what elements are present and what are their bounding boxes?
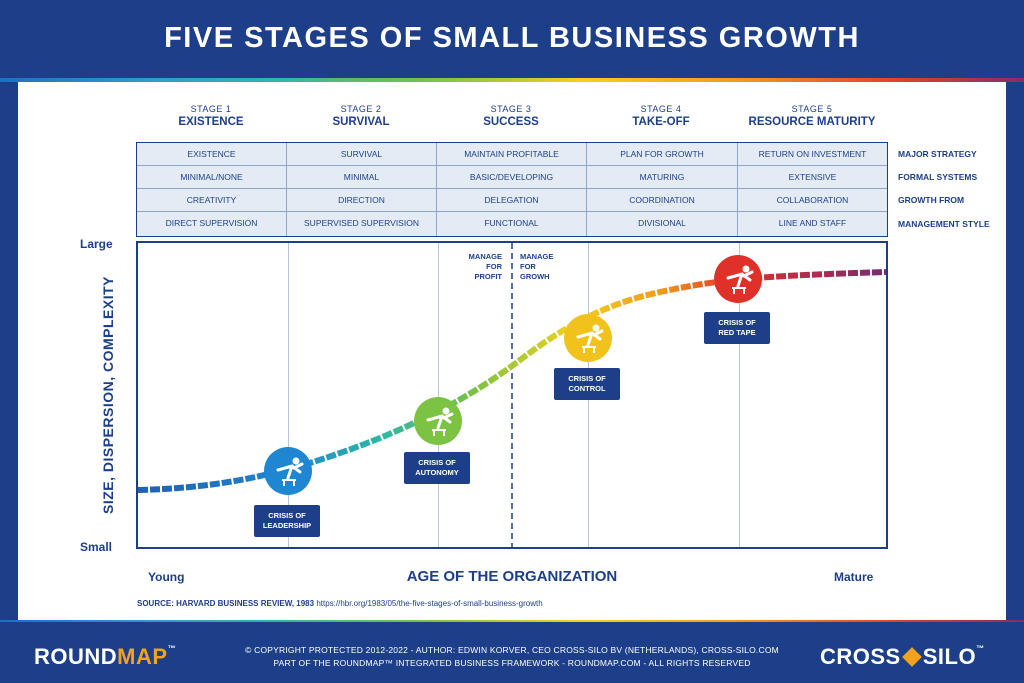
table-cell: FUNCTIONAL <box>437 212 587 236</box>
crisis-control-label: CRISIS OF CONTROL <box>554 368 620 400</box>
trademark-mark: ™ <box>167 644 177 653</box>
stage-number: STAGE 5 <box>791 104 833 114</box>
table-cell: SUPERVISED SUPERVISION <box>287 212 437 236</box>
stage-header-2: STAGE 2 SURVIVAL <box>286 104 436 128</box>
table-cell: SURVIVAL <box>287 143 437 166</box>
table-cell: MAINTAIN PROFITABLE <box>437 143 587 166</box>
table-cell: DIVISIONAL <box>587 212 738 236</box>
crisis-red-tape-label: CRISIS OF RED TAPE <box>704 312 770 344</box>
table-cell: PLAN FOR GROWTH <box>587 143 738 166</box>
crisis-line: CRISIS OF <box>268 511 306 520</box>
page-title: FIVE STAGES OF SMALL BUSINESS GROWTH <box>164 22 860 54</box>
crisis-red-tape-icon <box>714 255 762 303</box>
table-cell: DELEGATION <box>437 189 587 212</box>
crisis-line: LEADERSHIP <box>262 521 312 530</box>
stage-name: SURVIVAL <box>332 116 390 128</box>
manage-line: PROFIT <box>474 272 503 281</box>
stage-divider <box>288 243 289 547</box>
manage-line: FOR <box>520 262 536 271</box>
rainbow-divider <box>0 78 1024 82</box>
table-cell: DIRECT SUPERVISION <box>137 212 287 236</box>
cross-silo-logo: CROSS SILO™ <box>820 644 985 670</box>
x-axis-right-label: Mature <box>834 570 874 584</box>
stage-name: SUCCESS <box>483 116 539 128</box>
crisis-autonomy-icon <box>414 397 462 445</box>
stage-divider <box>438 243 439 547</box>
table-cell: DIRECTION <box>287 189 437 212</box>
stage-header-4: STAGE 4 TAKE-OFF <box>586 104 736 128</box>
stage-number: STAGE 1 <box>190 104 232 114</box>
logo-text-map: MAP <box>117 644 168 669</box>
diamond-icon <box>901 647 922 668</box>
table-cell: BASIC/DEVELOPING <box>437 166 587 189</box>
table-cell: LINE AND STAFF <box>738 212 887 236</box>
table-cell: EXTENSIVE <box>738 166 887 189</box>
copyright-line-2: PART OF THE ROUNDMAP™ INTEGRATED BUSINES… <box>273 658 751 668</box>
logo-text-silo: SILO <box>922 644 977 669</box>
trademark-mark: ™ <box>976 644 985 653</box>
table-cell: MATURING <box>587 166 738 189</box>
manage-line: MANAGE <box>468 252 502 261</box>
copyright-line-1: © COPYRIGHT PROTECTED 2012-2022 - AUTHOR… <box>245 645 779 655</box>
table-cell: COLLABORATION <box>738 189 887 212</box>
logo-text-round: ROUND <box>34 644 118 669</box>
source-citation: SOURCE: HARVARD BUSINESS REVIEW, 1983 ht… <box>137 599 543 608</box>
y-axis-bottom-label: Small <box>80 540 113 554</box>
row-label-major-strategy: MAJOR STRATEGY <box>898 149 977 159</box>
y-axis-title: SIZE, DISPERSION, COMPLEXITY <box>100 275 116 515</box>
manage-for-profit-label: MANAGE FOR PROFIT <box>460 252 502 282</box>
x-axis-left-label: Young <box>148 570 185 584</box>
stage-name: EXISTENCE <box>178 116 244 128</box>
table-cell: RETURN ON INVESTMENT <box>738 143 887 166</box>
table-cell: MINIMAL <box>287 166 437 189</box>
roundmap-logo: ROUNDMAP™ <box>34 644 176 670</box>
source-label: SOURCE: HARVARD BUSINESS REVIEW, 1983 <box>137 599 315 608</box>
manage-line: MANAGE <box>520 252 554 261</box>
stage-header-3: STAGE 3 SUCCESS <box>436 104 586 128</box>
stage-number: STAGE 3 <box>490 104 532 114</box>
x-axis-title: AGE OF THE ORGANIZATION <box>406 568 618 585</box>
table-cell: CREATIVITY <box>137 189 287 212</box>
crisis-autonomy-label: CRISIS OF AUTONOMY <box>404 452 470 484</box>
crisis-leadership-icon <box>264 447 312 495</box>
footer-bar <box>0 622 1024 683</box>
stage-header-5: STAGE 5 RESOURCE MATURITY <box>737 104 887 128</box>
crisis-line: CONTROL <box>568 384 606 393</box>
row-label-management-style: MANAGEMENT STYLE <box>898 219 990 229</box>
table-cell: COORDINATION <box>587 189 738 212</box>
crisis-line: CRISIS OF <box>568 374 606 383</box>
crisis-leadership-label: CRISIS OF LEADERSHIP <box>254 505 320 537</box>
source-url[interactable]: https://hbr.org/1983/05/the-five-stages-… <box>316 599 543 608</box>
stage-number: STAGE 2 <box>340 104 382 114</box>
footer-rainbow-divider <box>0 620 1024 623</box>
crisis-control-icon <box>564 314 612 362</box>
crisis-line: AUTONOMY <box>415 468 459 477</box>
crisis-line: RED TAPE <box>718 328 756 337</box>
crisis-line: CRISIS OF <box>718 318 756 327</box>
crisis-line: CRISIS OF <box>418 458 456 467</box>
row-label-formal-systems: FORMAL SYSTEMS <box>898 172 978 182</box>
table-cell: MINIMAL/NONE <box>137 166 287 189</box>
header-bar: FIVE STAGES OF SMALL BUSINESS GROWTH <box>0 0 1024 78</box>
manage-line: GROWH <box>520 272 550 281</box>
stage-attributes-table: EXISTENCE SURVIVAL MAINTAIN PROFITABLE P… <box>136 142 888 237</box>
manage-for-growth-label: MANAGE FOR GROWH <box>520 252 570 282</box>
table-cell: EXISTENCE <box>137 143 287 166</box>
stage-name: TAKE-OFF <box>632 116 690 128</box>
stage-number: STAGE 4 <box>640 104 682 114</box>
stage-divider <box>739 243 740 547</box>
copyright-text: © COPYRIGHT PROTECTED 2012-2022 - AUTHOR… <box>200 644 824 670</box>
manage-line: FOR <box>486 262 502 271</box>
logo-text-cross: CROSS <box>820 644 901 669</box>
stage-name: RESOURCE MATURITY <box>748 116 876 128</box>
stage-header-1: STAGE 1 EXISTENCE <box>136 104 286 128</box>
row-label-growth-from: GROWTH FROM <box>898 195 965 205</box>
y-axis-top-label: Large <box>80 237 113 251</box>
